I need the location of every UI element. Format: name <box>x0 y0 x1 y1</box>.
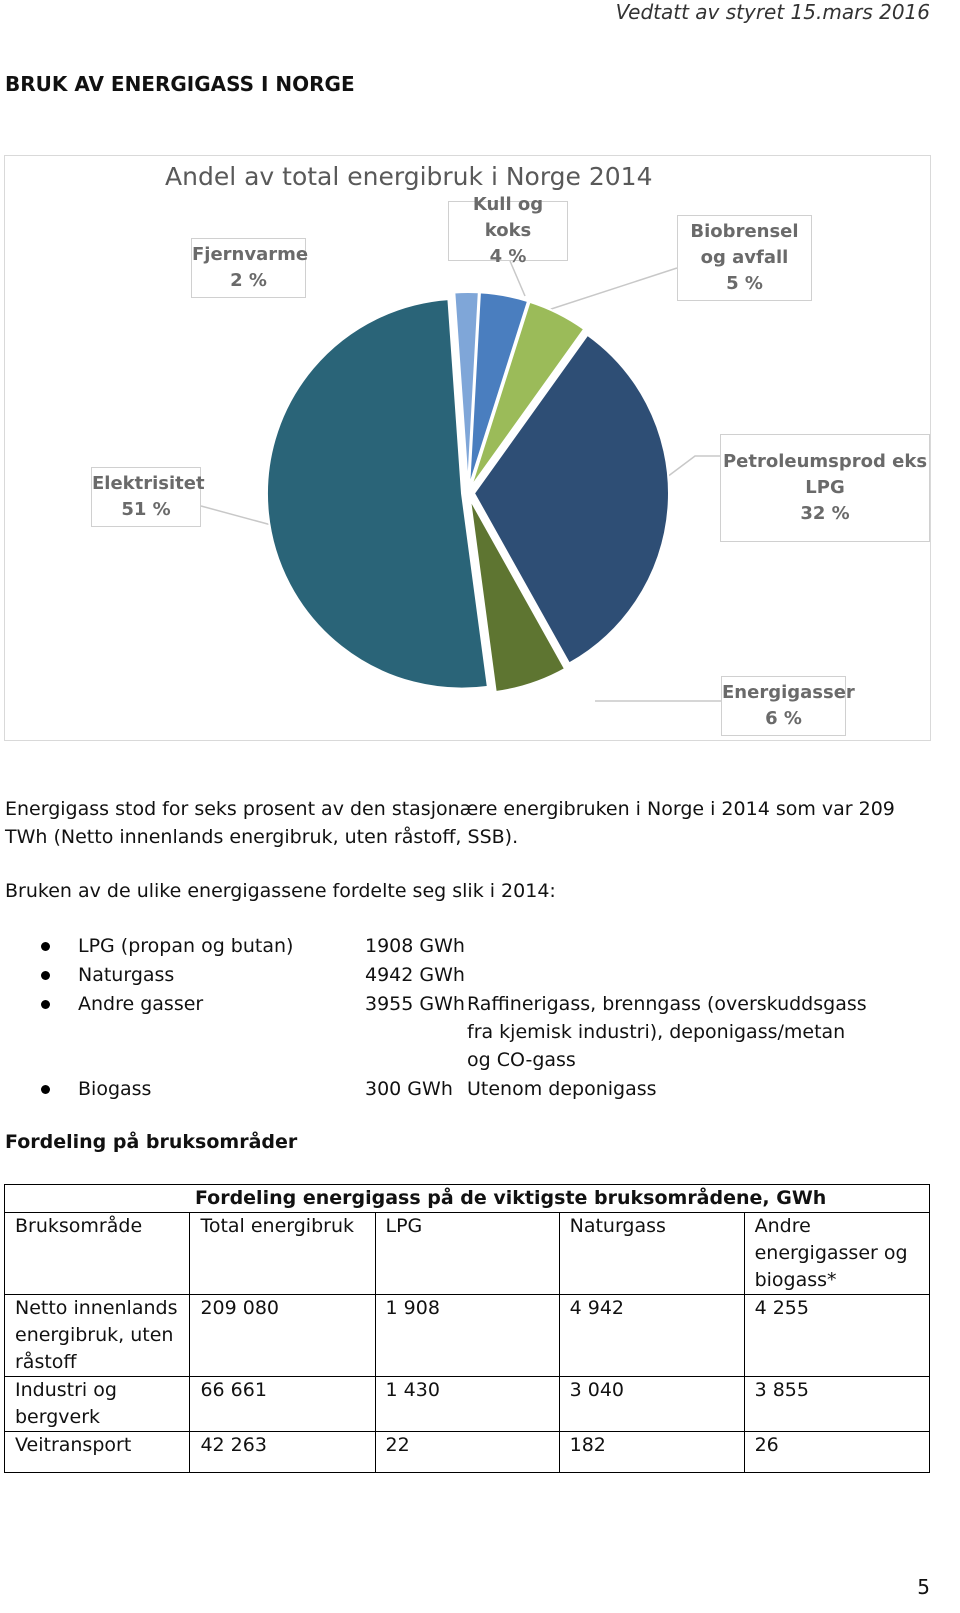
table-cell: 209 080 <box>189 1294 376 1377</box>
bullet <box>41 971 50 980</box>
table-cell: 1 430 <box>374 1376 560 1432</box>
label-name: Biobrensel og avfall <box>690 221 799 268</box>
table-cell: 4 255 <box>743 1294 931 1377</box>
label-name: Elektrisitet <box>92 473 205 494</box>
table-caption: Fordeling energigass på de viktigste bru… <box>189 1184 930 1213</box>
list-name: Naturgass <box>78 964 175 986</box>
list-amount: 3955 GWh <box>365 993 465 1015</box>
table-row: Industri og bergverk 66 661 1 430 3 040 3 85… <box>3 1376 931 1432</box>
paragraph: Bruken av de ulike energigassene fordelt… <box>5 880 556 902</box>
table-cell: 66 661 <box>189 1376 376 1432</box>
table-row: Veitransport 42 263 22 182 26 <box>3 1431 931 1473</box>
data-label: Elektrisitet 51 % <box>91 467 205 527</box>
label-value: 32 % <box>800 503 850 524</box>
pie-slice <box>472 333 670 665</box>
bullet <box>41 1000 50 1009</box>
data-label: Energigasser 6 % <box>721 676 855 736</box>
paragraph: Energigass stod for seks prosent av den … <box>5 798 895 848</box>
leader-line <box>544 267 678 312</box>
table: Fordeling energigass på de viktigste bru… <box>3 1184 931 1473</box>
table-cell: 3 040 <box>558 1376 745 1432</box>
pie-slice <box>265 298 489 690</box>
chart <box>200 260 745 702</box>
label-value: 5 % <box>726 273 763 294</box>
table-header-cell: Andre energigasser og biogass* <box>743 1212 931 1295</box>
bullet <box>41 942 50 951</box>
label-name: Petroleumsprod eks LPG <box>722 451 928 498</box>
table-header-cell: Naturgass <box>558 1212 745 1295</box>
table-cell: Industri og bergverk <box>3 1376 191 1432</box>
table-body: Bruksområde Total energibruk LPG Naturgass A… <box>3 1212 931 1473</box>
table-header-cell: Total energibruk <box>189 1212 376 1295</box>
label-value: 51 % <box>121 499 171 520</box>
table-cell: 3 855 <box>743 1376 931 1432</box>
data-label: Petroleumsprod eks LPG 32 % <box>720 434 930 542</box>
label-value: 4 % <box>489 246 527 267</box>
table-header-row: Bruksområde Total energibruk LPG Naturgass A… <box>3 1212 931 1295</box>
chart-title: Andel av total energibruk i Norge 2014 <box>165 162 653 191</box>
table-cell: 4 942 <box>558 1294 745 1377</box>
leader-line <box>509 260 526 297</box>
table-cell: 26 <box>743 1431 931 1473</box>
chart-frame: Andel av total energibruk i Norge 2014 F… <box>4 155 931 741</box>
table-cell: Veitransport <box>3 1431 191 1473</box>
pie-slice <box>469 300 586 489</box>
pie-slice <box>468 498 567 694</box>
table-cell: 42 263 <box>189 1431 376 1473</box>
data-label: Biobrensel og avfall 5 % <box>677 215 812 301</box>
label-name: Kull og koks <box>472 194 544 241</box>
list-amount: 1908 GWh <box>365 935 465 957</box>
list-name: LPG (propan og butan) <box>78 935 294 957</box>
page-number: 5 <box>917 1575 930 1599</box>
list-amount: 4942 GWh <box>365 964 465 986</box>
table-cell: Netto innenlands energibruk, uten råstof… <box>3 1294 191 1377</box>
label-name: Fjernvarme <box>192 244 309 265</box>
subheading: Fordeling på bruksområder <box>5 1131 298 1153</box>
label-name: Energigasser <box>722 682 855 703</box>
table-cell: 1 908 <box>374 1294 560 1377</box>
pie-slice <box>468 291 530 488</box>
heading: BRUK AV ENERGIGASS I NORGE <box>5 72 355 96</box>
list-note: Raffinerigass, brenngass (overskuddsgass… <box>467 993 867 1071</box>
pie-slice <box>453 291 480 488</box>
table-row: Netto innenlands energibruk, uten råstof… <box>3 1294 931 1377</box>
table-cell: 182 <box>558 1431 745 1473</box>
table-header-cell: LPG <box>374 1212 560 1295</box>
data-label: Kull og koks 4 % <box>448 194 568 267</box>
list-name: Biogass <box>78 1078 152 1100</box>
list-amount: 300 GWh <box>365 1078 453 1100</box>
table-cell: 22 <box>374 1431 560 1473</box>
header: Vedtatt av styret 15.mars 2016 <box>615 0 930 24</box>
label-value: 2 % <box>230 270 267 291</box>
label-value: 6 % <box>765 708 802 729</box>
bullet <box>41 1085 50 1094</box>
list-note: Utenom deponigass <box>467 1078 657 1100</box>
table-header-cell: Bruksområde <box>3 1212 191 1295</box>
leader-line <box>200 505 276 527</box>
data-label: Fjernvarme 2 % <box>191 238 309 298</box>
list-name: Andre gasser <box>78 993 204 1015</box>
caption-row: Fordeling energigass på de viktigste bru… <box>3 1184 930 1213</box>
